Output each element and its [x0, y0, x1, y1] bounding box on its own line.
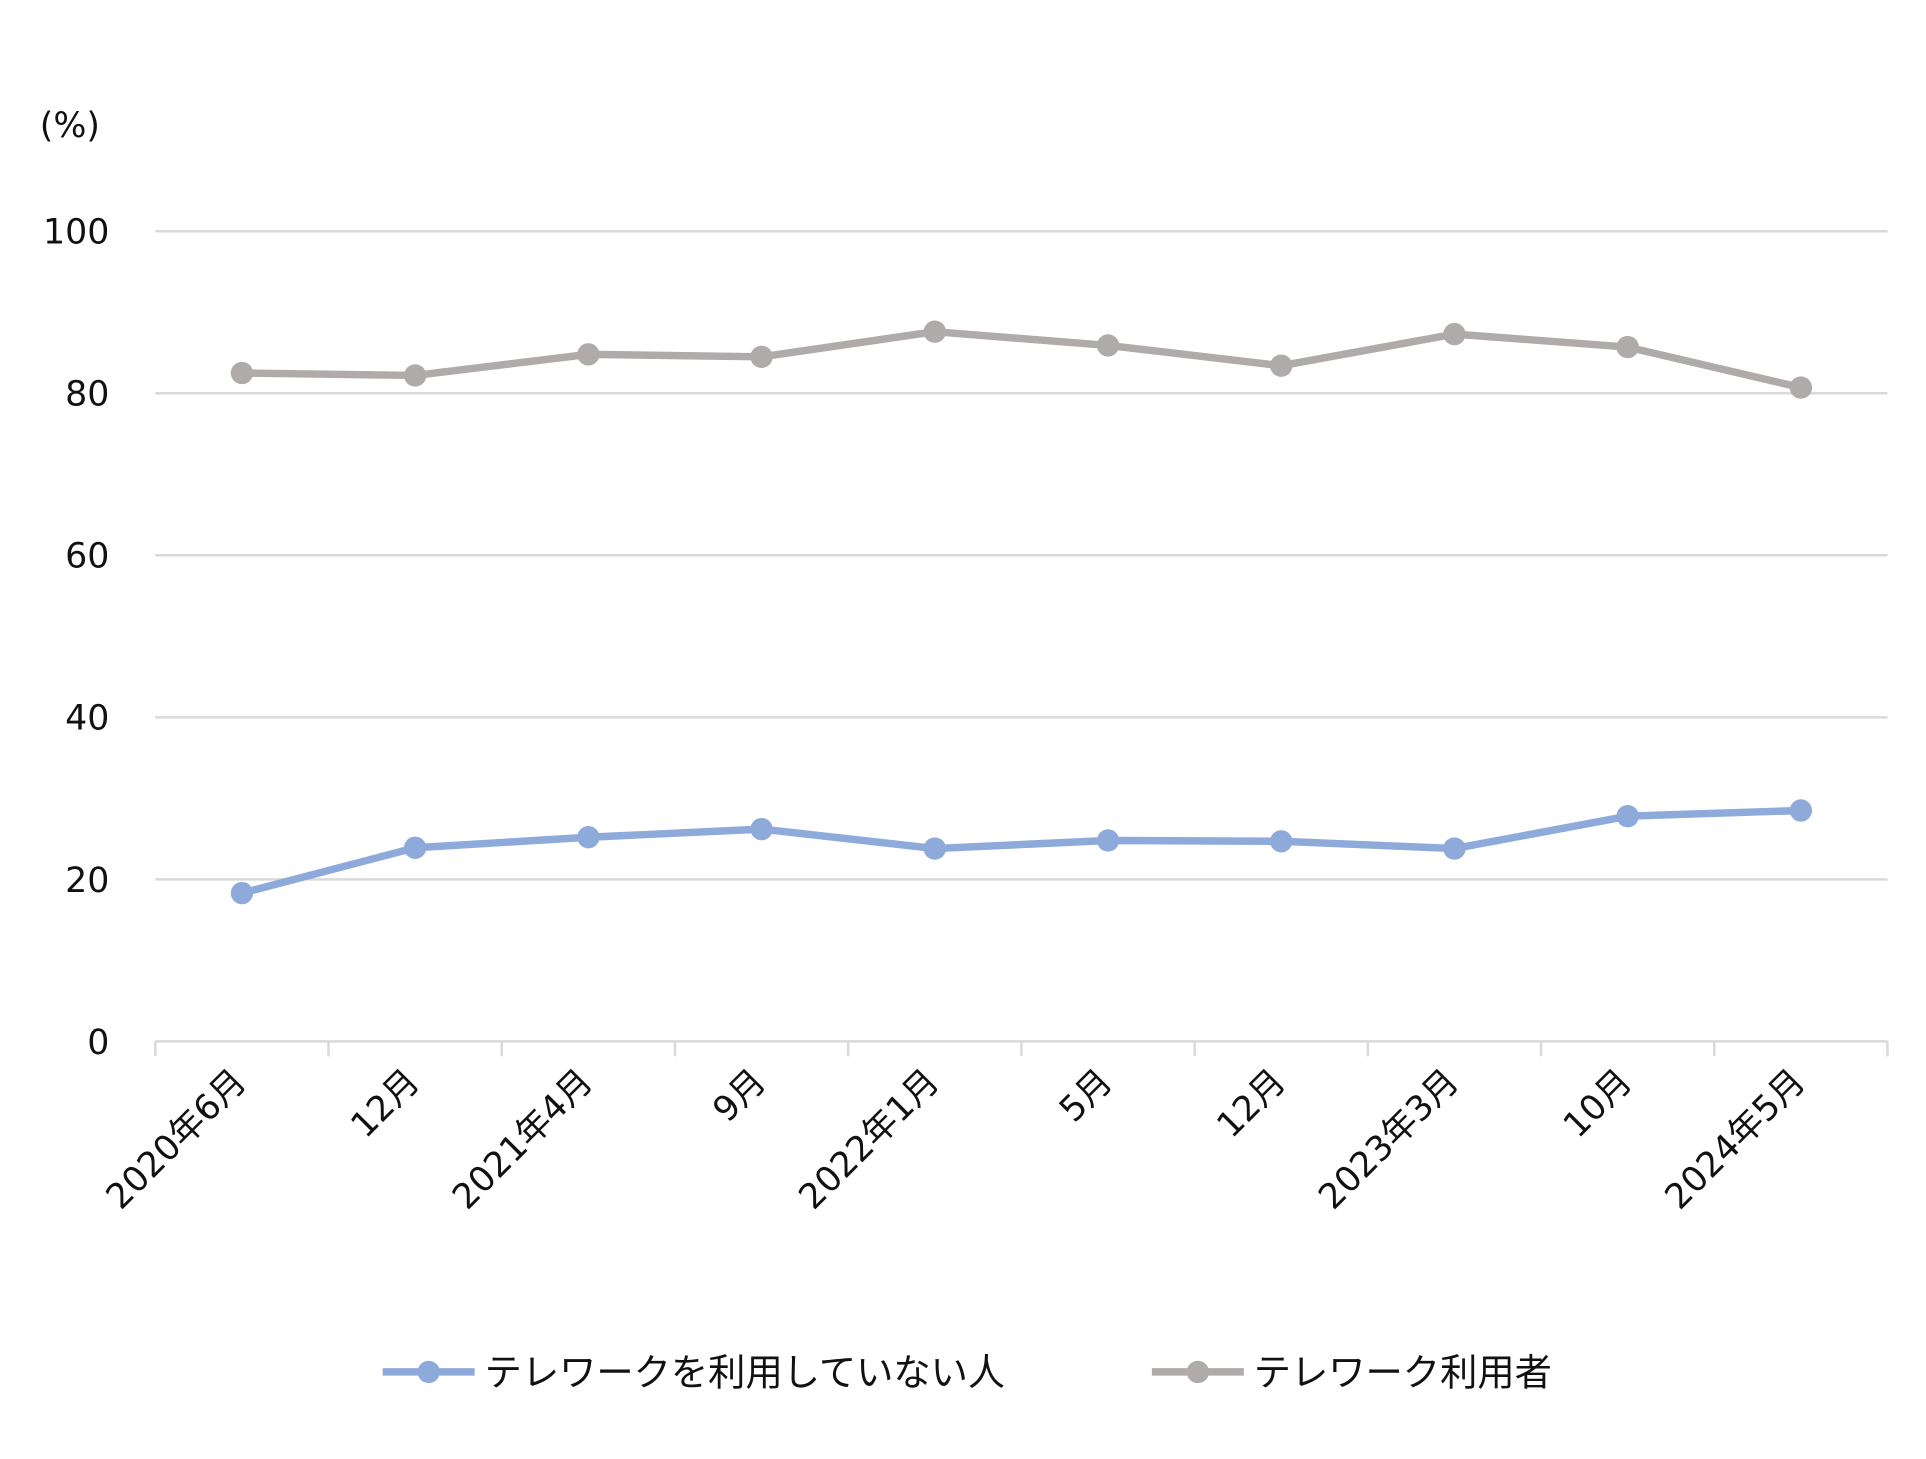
- data-point: [577, 826, 600, 849]
- y-tick-label: 0: [87, 1023, 109, 1063]
- data-point: [1096, 829, 1120, 852]
- data-point: [577, 343, 600, 366]
- legend-marker: [417, 1360, 440, 1384]
- data-point: [230, 881, 254, 905]
- data-point: [1270, 830, 1293, 853]
- x-tick-label: 2023年3月: [1311, 1062, 1467, 1218]
- data-point: [403, 836, 427, 859]
- legend-marker: [1186, 1360, 1210, 1384]
- data-point: [403, 364, 427, 387]
- data-point: [1616, 335, 1639, 359]
- x-tick-label: 12月: [344, 1062, 428, 1146]
- y-axis-unit-label: (%): [40, 106, 100, 146]
- x-tick-label: 2021年4月: [445, 1062, 601, 1218]
- y-tick-label: 40: [65, 699, 109, 739]
- x-tick-label: 9月: [706, 1062, 775, 1131]
- x-tick-label: 2024年5月: [1658, 1062, 1814, 1218]
- data-point: [1616, 804, 1639, 828]
- data-point: [1270, 354, 1293, 377]
- x-tick-label: 2020年6月: [99, 1062, 255, 1218]
- data-point: [750, 817, 773, 841]
- x-tick-label: 10月: [1556, 1062, 1640, 1146]
- x-tick-label: 5月: [1052, 1062, 1121, 1131]
- data-point: [923, 320, 946, 343]
- legend-label: テレワーク利用者: [1254, 1351, 1552, 1395]
- data-point: [750, 345, 773, 368]
- x-tick-label: 2022年1月: [792, 1062, 948, 1218]
- data-point: [923, 837, 946, 860]
- data-point: [1443, 322, 1466, 346]
- y-tick-label: 60: [65, 537, 109, 577]
- data-point: [1789, 799, 1813, 822]
- series-line: [240, 806, 1801, 897]
- data-point: [1789, 376, 1813, 399]
- data-point: [1443, 837, 1466, 860]
- legend-label: テレワークを利用していない人: [485, 1351, 1006, 1395]
- y-tick-label: 80: [65, 375, 109, 415]
- data-point: [230, 361, 254, 385]
- y-tick-label: 100: [43, 213, 109, 253]
- series-line: [241, 327, 1802, 392]
- data-point: [1096, 334, 1120, 357]
- x-tick-label: 12月: [1210, 1062, 1294, 1146]
- y-tick-label: 20: [65, 861, 109, 901]
